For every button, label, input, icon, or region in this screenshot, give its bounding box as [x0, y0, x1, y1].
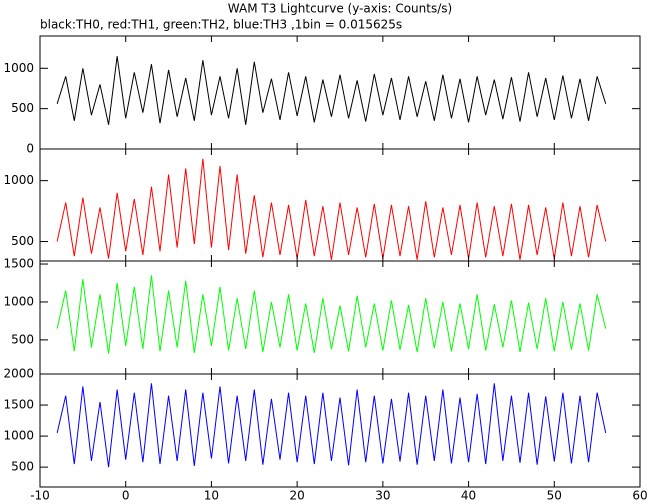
series-line — [56, 56, 607, 125]
x-tick-label: 50 — [547, 489, 562, 503]
y-tick-label: 500 — [11, 101, 34, 115]
series-line — [56, 383, 607, 468]
chart-title: WAM T3 Lightcurve (y-axis: Counts/s) — [228, 2, 452, 16]
series-line — [56, 158, 607, 260]
panel-frame — [39, 373, 641, 488]
x-tick-label: 20 — [290, 489, 305, 503]
x-tick-label: 60 — [632, 489, 647, 503]
y-tick-label: 1000 — [3, 429, 34, 443]
x-tick-label: 40 — [461, 489, 476, 503]
y-tick-label: 1500 — [3, 398, 34, 412]
x-tick-label: -10 — [30, 489, 50, 503]
series-line — [56, 275, 607, 354]
y-tick-label: 1000 — [3, 294, 34, 308]
y-tick-label: 0 — [26, 142, 34, 156]
y-tick-label: 1500 — [3, 257, 34, 271]
x-tick-label: 30 — [375, 489, 390, 503]
x-tick-label: 10 — [204, 489, 219, 503]
y-tick-label: 1000 — [3, 61, 34, 75]
y-tick-label: 1000 — [3, 173, 34, 187]
y-tick-label: 500 — [11, 234, 34, 248]
y-tick-label: 500 — [11, 332, 34, 346]
chart-subtitle: black:TH0, red:TH1, green:TH2, blue:TH3 … — [40, 18, 402, 32]
panel-frame — [39, 35, 641, 150]
y-tick-label: 2000 — [3, 367, 34, 381]
y-tick-label: 500 — [11, 460, 34, 474]
x-tick-label: 0 — [122, 489, 130, 503]
